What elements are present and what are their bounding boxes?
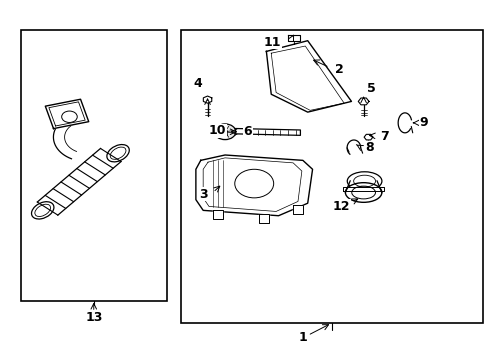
Ellipse shape — [346, 172, 381, 190]
Text: 2: 2 — [334, 63, 343, 76]
Polygon shape — [203, 96, 211, 103]
Circle shape — [214, 124, 235, 140]
Text: 4: 4 — [194, 77, 202, 90]
Text: 6: 6 — [243, 125, 252, 138]
Text: 10: 10 — [208, 124, 225, 137]
Polygon shape — [292, 205, 302, 214]
Text: 8: 8 — [365, 141, 373, 154]
Polygon shape — [259, 213, 268, 222]
Circle shape — [61, 111, 77, 122]
Polygon shape — [222, 128, 300, 135]
Polygon shape — [212, 210, 222, 219]
Text: 3: 3 — [199, 188, 207, 201]
Text: 5: 5 — [366, 82, 374, 95]
Text: 12: 12 — [332, 200, 350, 213]
Text: 11: 11 — [263, 36, 281, 49]
Ellipse shape — [345, 183, 381, 202]
Polygon shape — [342, 186, 384, 190]
Polygon shape — [364, 134, 372, 140]
Text: 13: 13 — [85, 311, 102, 324]
Polygon shape — [287, 35, 299, 41]
Polygon shape — [266, 41, 351, 112]
Polygon shape — [196, 155, 312, 216]
Text: 1: 1 — [298, 331, 306, 344]
Polygon shape — [358, 98, 368, 105]
Text: 9: 9 — [419, 116, 427, 129]
Polygon shape — [45, 99, 88, 129]
Bar — [181, 30, 482, 323]
Bar — [21, 30, 166, 301]
Text: 7: 7 — [379, 130, 387, 143]
